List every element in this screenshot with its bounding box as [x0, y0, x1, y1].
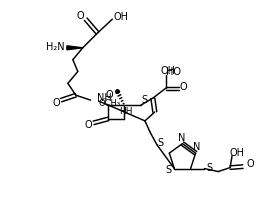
Text: O: O [106, 90, 113, 100]
Text: HH: HH [120, 107, 133, 115]
Text: OCH₃: OCH₃ [98, 99, 120, 108]
Text: O: O [77, 11, 85, 21]
Text: NH: NH [97, 93, 111, 103]
Text: HO: HO [166, 67, 181, 77]
Text: S: S [158, 138, 164, 148]
Text: O: O [180, 82, 187, 92]
Text: O: O [246, 159, 254, 169]
Text: N: N [178, 133, 185, 143]
Text: S: S [165, 165, 171, 174]
Text: O: O [52, 98, 60, 108]
Text: OH: OH [114, 12, 129, 22]
Text: O: O [85, 120, 92, 130]
Text: H₂N: H₂N [46, 42, 64, 52]
Text: OH: OH [160, 65, 175, 75]
Text: S: S [206, 163, 213, 173]
Text: ·: · [102, 93, 106, 106]
Polygon shape [67, 46, 83, 50]
Text: OH: OH [230, 148, 244, 158]
Text: N: N [193, 142, 200, 152]
Text: S: S [142, 95, 148, 105]
